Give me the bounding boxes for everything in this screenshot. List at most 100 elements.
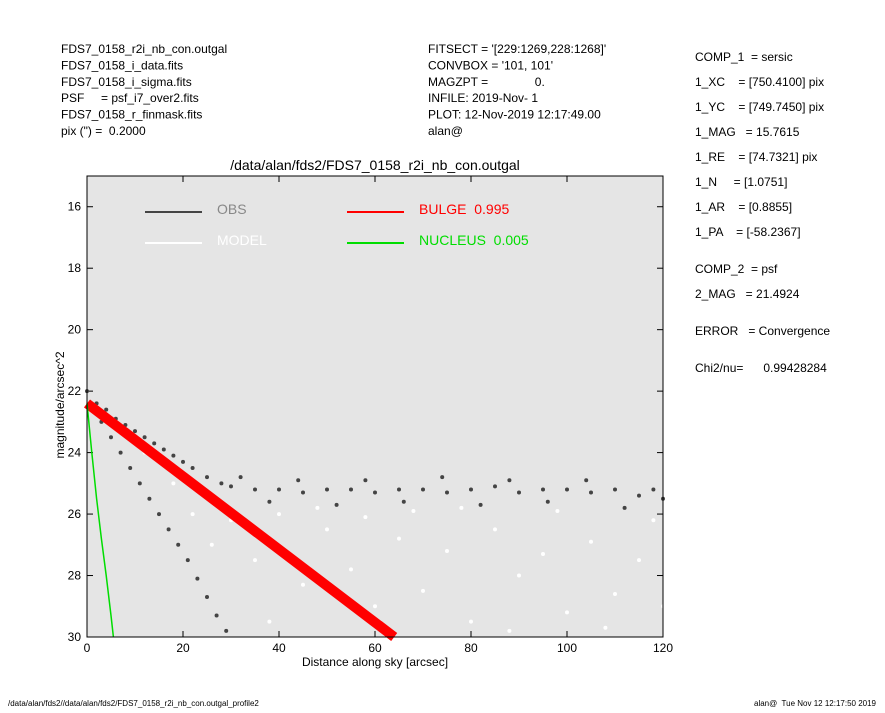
data-point: [565, 487, 569, 492]
y-tick-label: 16: [68, 200, 82, 214]
x-tick-label: 20: [176, 641, 190, 655]
header-left-line: PSF = psf_i7_over2.fits: [61, 91, 199, 105]
data-point: [589, 539, 593, 544]
data-point: [166, 527, 171, 532]
data-point: [301, 582, 305, 587]
data-point: [190, 465, 195, 470]
data-point: [205, 475, 209, 480]
data-point: [493, 527, 497, 532]
data-point: [137, 481, 142, 486]
parameter-line: ERROR = Convergence: [695, 324, 830, 338]
data-point: [133, 429, 137, 434]
profile-line: [83, 399, 398, 641]
data-point: [469, 487, 473, 492]
data-point: [238, 475, 243, 480]
chart-title: /data/alan/fds2/FDS7_0158_r2i_nb_con.out…: [230, 157, 520, 173]
data-point: [507, 628, 512, 633]
y-tick-label: 18: [68, 261, 82, 275]
data-point: [565, 610, 569, 615]
header-left-line: FDS7_0158_r2i_nb_con.outgal: [61, 42, 227, 56]
data-point: [147, 496, 152, 501]
y-tick-label: 30: [68, 630, 82, 644]
footer-right: alan@ Tue Nov 12 12:17:50 2019: [754, 699, 877, 708]
legend-label: OBS: [217, 201, 247, 217]
x-tick-label: 100: [557, 641, 577, 655]
data-point: [205, 595, 209, 600]
data-point: [142, 435, 147, 440]
x-tick-label: 40: [272, 641, 286, 655]
data-point: [589, 490, 593, 495]
data-point: [541, 552, 545, 557]
header-left-line: FDS7_0158_i_sigma.fits: [61, 75, 192, 89]
parameter-line: 1_N = [1.0751]: [695, 175, 787, 189]
plot-area: [87, 176, 663, 637]
parameter-line: Chi2/nu= 0.99428284: [695, 361, 827, 375]
data-point: [445, 548, 449, 553]
data-point: [373, 604, 377, 609]
data-point: [209, 542, 214, 547]
legend-label: NUCLEUS 0.005: [419, 232, 529, 248]
data-point: [459, 505, 464, 510]
data-point: [493, 484, 497, 489]
data-point: [613, 591, 617, 596]
data-point: [421, 588, 425, 593]
data-point: [219, 481, 224, 486]
legend-label: MODEL: [217, 232, 267, 248]
profile-line: [86, 403, 115, 638]
data-point: [267, 499, 272, 504]
footer-left: /data/alan/fds2//data/alan/fds2/FDS7_015…: [8, 699, 259, 708]
data-point: [541, 487, 545, 492]
data-point: [469, 619, 473, 624]
data-point: [128, 465, 133, 470]
data-point: [373, 490, 377, 495]
x-tick-label: 120: [653, 641, 673, 655]
header-middle-line: PLOT: 12-Nov-2019 12:17:49.00: [428, 108, 601, 122]
data-point: [637, 493, 641, 498]
data-point: [171, 453, 176, 458]
data-point: [315, 505, 320, 510]
data-point: [161, 447, 166, 452]
header-middle-line: alan@: [428, 124, 463, 138]
data-point: [622, 505, 627, 510]
data-point: [118, 450, 123, 455]
data-point: [507, 478, 512, 483]
data-point: [224, 628, 229, 633]
parameter-line: 1_RE = [74.7321] pix: [695, 150, 817, 164]
parameter-line: COMP_2 = psf: [695, 262, 778, 276]
data-point: [397, 536, 401, 541]
y-tick-label: 24: [68, 446, 82, 460]
data-point: [397, 487, 401, 492]
data-point: [349, 487, 353, 492]
header-middle-line: FITSECT = '[229:1269,228:1268]': [428, 42, 606, 56]
data-point: [195, 576, 200, 581]
data-point: [190, 512, 195, 517]
data-point: [545, 499, 550, 504]
data-point: [421, 487, 425, 492]
data-point: [176, 542, 181, 547]
data-point: [363, 515, 368, 520]
parameter-line: 1_PA = [-58.2367]: [695, 225, 801, 239]
data-point: [651, 487, 656, 492]
legend-label: BULGE 0.995: [419, 201, 509, 217]
data-point: [157, 512, 161, 517]
data-point: [214, 613, 219, 618]
data-point: [185, 558, 190, 563]
data-point: [301, 490, 305, 495]
data-point: [229, 484, 233, 489]
parameter-line: 1_YC = [749.7450] pix: [695, 100, 824, 114]
data-point: [171, 481, 176, 486]
x-tick-label: 80: [464, 641, 478, 655]
data-point: [411, 508, 416, 513]
parameter-line: 2_MAG = 21.4924: [695, 287, 800, 301]
data-point: [613, 487, 617, 492]
data-point: [296, 478, 301, 483]
data-point: [584, 478, 589, 483]
data-point: [104, 407, 109, 412]
data-point: [517, 490, 521, 495]
data-point: [440, 475, 445, 480]
y-tick-label: 28: [68, 569, 82, 583]
data-point: [109, 435, 113, 440]
data-point: [325, 487, 329, 492]
data-point: [253, 487, 257, 492]
